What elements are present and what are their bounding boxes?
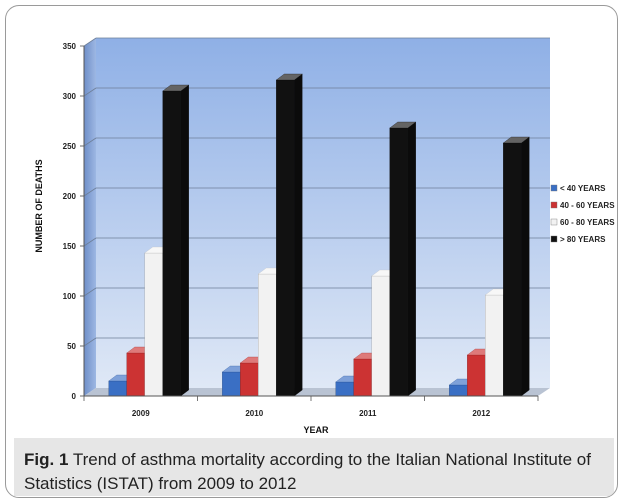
bar-front [126, 352, 145, 397]
y-tick-label: 0 [72, 392, 77, 401]
gridline-side [83, 287, 97, 297]
gridline-side [83, 337, 97, 347]
gridline-side [83, 37, 97, 47]
y-tick-label: 100 [63, 292, 77, 301]
bar-front [485, 294, 504, 397]
bar-front [108, 380, 127, 397]
gridline-side [83, 137, 97, 147]
caption-text: Fig. 1 Trend of asthma mortality accordi… [24, 448, 609, 496]
x-tick-label: 2012 [472, 409, 490, 418]
bar-side [407, 121, 416, 397]
bar-side [521, 136, 530, 397]
bar-front [503, 142, 522, 397]
legend-swatch [550, 201, 558, 209]
figure-caption: Fig. 1 Trend of asthma mortality accordi… [14, 438, 614, 496]
bar-2012-3 [502, 136, 530, 397]
y-tick-label: 150 [63, 242, 77, 251]
x-axis-title: YEAR [303, 425, 329, 435]
gridline-side [83, 237, 97, 247]
gridline-side [83, 187, 97, 197]
legend-label: 60 - 80 YEARS [560, 218, 615, 227]
bar-front [276, 79, 295, 397]
caption-body: Trend of asthma mortality according to t… [24, 450, 591, 493]
bar-front [335, 381, 354, 397]
y-tick-label: 200 [63, 192, 77, 201]
bar-front [258, 273, 277, 397]
bar-front [240, 362, 259, 397]
y-tick-label: 250 [63, 142, 77, 151]
bar-front [144, 252, 163, 397]
plot-side-wall [84, 38, 96, 396]
y-tick-label: 350 [63, 42, 77, 51]
plot-floor [84, 388, 550, 396]
bar-side [294, 73, 303, 397]
bar-2010-3 [275, 73, 303, 397]
legend-label: 40 - 60 YEARS [560, 201, 615, 210]
bar-front [222, 371, 241, 397]
bar-front [467, 354, 486, 397]
bar-2009-3 [162, 84, 190, 397]
caption-label: Fig. 1 [24, 450, 69, 469]
bar-side [180, 84, 189, 397]
legend-label: > 80 YEARS [560, 235, 606, 244]
bar-top [275, 73, 303, 81]
y-tick-label: 50 [67, 342, 76, 351]
x-tick-label: 2011 [359, 409, 377, 418]
legend-swatch [550, 184, 558, 192]
legend-swatch [550, 218, 558, 226]
bar-top [162, 84, 190, 92]
bar-top [389, 121, 417, 129]
gridline-side [83, 87, 97, 97]
y-axis-title: NUMBER OF DEATHS [34, 159, 44, 252]
bar-front [389, 127, 408, 397]
bar-chart: 0 50 100 150 200 250 300 350 2009 2010 2011 2012 < … [34, 37, 615, 435]
bar-front [353, 358, 372, 397]
x-tick-label: 2010 [245, 409, 263, 418]
bar-front [371, 275, 390, 397]
x-tick-label: 2009 [132, 409, 150, 418]
legend-label: < 40 YEARS [560, 184, 606, 193]
bar-front [449, 384, 468, 397]
bar-front [162, 90, 181, 397]
bar-2011-3 [389, 121, 417, 397]
bar-top [502, 136, 530, 144]
figure-frame: 0 50 100 150 200 250 300 350 2009 2010 2011 2012 < … [5, 5, 618, 498]
y-tick-label: 300 [63, 92, 77, 101]
legend-swatch [550, 235, 558, 243]
